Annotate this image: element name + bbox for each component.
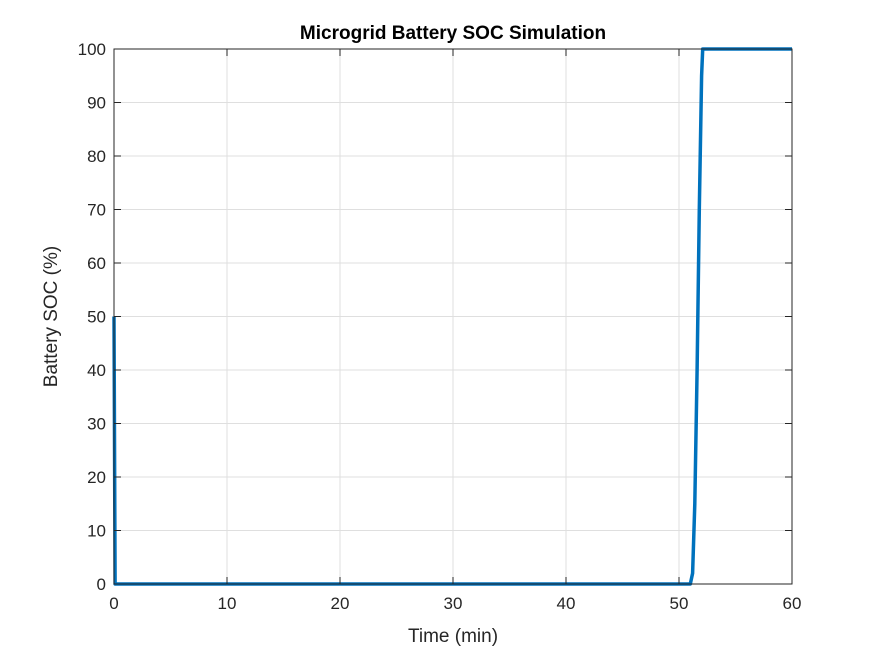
chart-title: Microgrid Battery SOC Simulation <box>300 23 606 44</box>
y-tick-label: 20 <box>87 468 106 487</box>
x-tick-label: 10 <box>218 594 237 613</box>
tick-marks <box>113 48 793 585</box>
x-tick-label: 60 <box>783 594 802 613</box>
y-tick-label: 90 <box>87 94 106 113</box>
x-tick-label: 50 <box>670 594 689 613</box>
x-tick-label: 40 <box>557 594 576 613</box>
y-tick-label: 50 <box>87 308 106 327</box>
y-axis-label: Battery SOC (%) <box>41 246 62 387</box>
y-tick-label: 10 <box>87 522 106 541</box>
y-tick-label: 80 <box>87 147 106 166</box>
y-tick-label: 60 <box>87 254 106 273</box>
y-tick-label: 0 <box>97 575 106 594</box>
x-tick-label: 20 <box>331 594 350 613</box>
x-tick-label: 30 <box>444 594 463 613</box>
y-tick-label: 100 <box>78 40 106 59</box>
x-axis-label: Time (min) <box>408 626 498 647</box>
grid-lines <box>114 49 792 584</box>
y-tick-label: 30 <box>87 415 106 434</box>
x-tick-labels: 0 10 20 30 40 50 60 <box>109 594 801 613</box>
y-tick-label: 40 <box>87 361 106 380</box>
y-tick-label: 70 <box>87 201 106 220</box>
x-tick-label: 0 <box>109 594 118 613</box>
y-tick-labels: 0 10 20 30 40 50 60 70 80 90 100 <box>78 40 106 594</box>
